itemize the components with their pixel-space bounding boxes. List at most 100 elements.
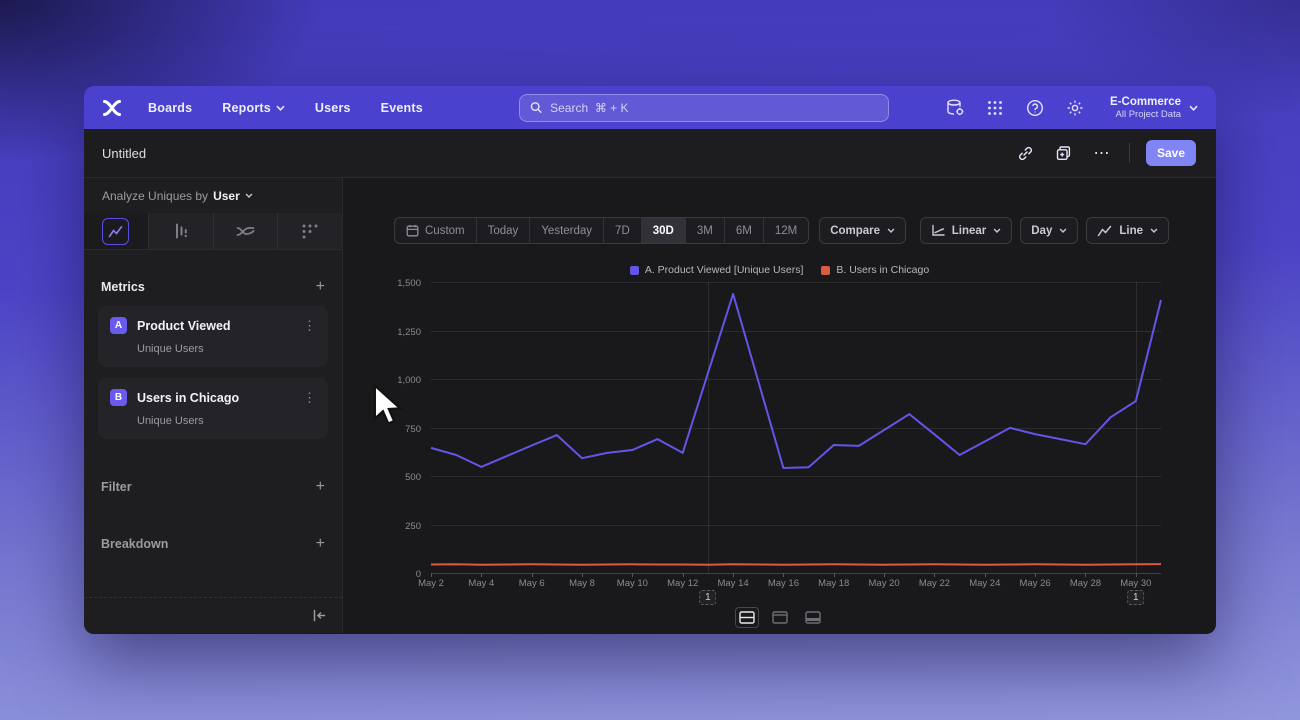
chart-type-dropdown[interactable]: Line [1086,217,1169,244]
scale-dropdown[interactable]: Linear [919,217,1013,244]
y-axis-tick-label: 1,250 [397,326,421,338]
help-icon[interactable] [1024,97,1046,119]
x-axis-tick-label: May 14 [717,578,749,589]
chart-view-icon [771,611,788,624]
metric-badge-b: B [110,389,127,406]
annotation-badge[interactable]: 1 [1127,590,1145,605]
x-axis-tick-label: May 12 [667,578,699,589]
x-axis-tick-label: May 30 [1120,578,1152,589]
tab-funnels[interactable] [148,213,214,249]
x-axis-tick [833,573,835,577]
y-axis-tick-label: 1,000 [397,375,421,386]
metric-name[interactable]: Product Viewed [137,318,231,333]
x-axis-tick-label: May 26 [1019,578,1051,589]
app-window: Boards Reports Users Events [84,86,1216,634]
linear-axis-icon [932,224,945,236]
x-axis-tick-label: May 22 [918,578,951,589]
range-custom[interactable]: Custom [395,218,477,243]
x-axis-tick-label: May 4 [468,578,495,589]
nav-item-events[interactable]: Events [380,100,423,115]
legend-item-a[interactable]: A. Product Viewed [Unique Users] [629,264,803,276]
add-metric-button[interactable]: + [315,278,325,295]
report-title[interactable]: Untitled [102,145,147,161]
metric-aggregation[interactable]: Unique Users [137,415,204,427]
tab-retention[interactable] [278,213,342,249]
x-axis-tick [1085,573,1087,577]
y-axis-tick-label: 1,500 [397,278,421,289]
nav-item-boards[interactable]: Boards [148,100,193,115]
gridline [431,330,1161,332]
y-axis-tick-label: 750 [405,423,421,435]
legend-item-b[interactable]: B. Users in Chicago [821,264,929,276]
range-3m[interactable]: 3M [686,218,725,243]
metric-aggregation[interactable]: Unique Users [137,343,204,355]
series-line[interactable] [430,293,1162,469]
chart-toolbar: Custom Today Yesterday 7D 30D 3M 6M 12M … [394,217,1169,244]
split-view-toggle[interactable] [734,607,759,628]
search-icon [530,102,542,114]
analyze-value[interactable]: User [213,188,240,203]
analyze-uniques-row[interactable]: Analyze Uniques by User [84,178,342,213]
x-axis-tick [582,573,584,577]
y-axis-tick-label: 0 [415,569,421,580]
query-builder-sidebar: Analyze Uniques by User [84,178,343,633]
x-axis-tick-label: May 20 [868,578,900,589]
collapse-sidebar-icon[interactable] [312,609,326,622]
data-management-icon[interactable] [944,97,966,119]
x-axis-tick [934,573,936,577]
kebab-menu-icon[interactable]: ⋮ [303,389,316,405]
metric-card-b[interactable]: B Users in Chicago ⋮ Unique Users [98,378,328,439]
table-view-toggle[interactable] [801,607,825,628]
filter-label: Filter [101,480,132,494]
series-line[interactable] [430,563,1162,566]
project-selector[interactable]: E-Commerce All Project Data [1110,96,1198,120]
chart-view-toggle[interactable] [768,607,792,628]
breakdown-label: Breakdown [101,537,169,551]
search-input[interactable] [550,100,878,115]
range-6m[interactable]: 6M [725,218,764,243]
metric-name[interactable]: Users in Chicago [137,390,240,405]
nav-item-reports[interactable]: Reports [222,101,285,115]
apps-grid-icon[interactable] [984,97,1006,119]
split-view-icon [738,611,755,624]
retention-dots-icon [302,224,318,239]
plot-area[interactable] [430,282,1162,574]
mixpanel-logo-icon[interactable] [102,99,122,117]
more-options-icon[interactable]: ⋯ [1093,145,1111,162]
x-axis-tick-label: May 24 [969,578,1001,589]
annotation-badge[interactable]: 1 [699,590,717,605]
save-button[interactable]: Save [1145,140,1196,166]
nav-item-users[interactable]: Users [314,100,351,115]
kebab-menu-icon[interactable]: ⋮ [303,317,316,333]
x-axis-tick-label: May 6 [518,578,545,589]
copy-link-icon[interactable] [1015,142,1037,164]
range-today[interactable]: Today [477,218,531,243]
annotation-line [707,282,709,573]
chart-canvas: Custom Today Yesterday 7D 30D 3M 6M 12M … [343,178,1216,633]
tab-flows[interactable] [213,213,279,249]
gridline [431,476,1161,477]
chevron-down-icon [993,228,1001,233]
range-7d[interactable]: 7D [604,218,642,243]
view-toggle-group [343,607,1216,628]
range-yesterday[interactable]: Yesterday [530,218,605,243]
granularity-dropdown[interactable]: Day [1020,217,1079,244]
metric-badge-a: A [110,317,127,334]
range-12m[interactable]: 12M [774,224,798,237]
metric-card-a[interactable]: A Product Viewed ⋮ Unique Users [98,306,328,367]
add-breakdown-button[interactable]: + [315,535,325,552]
sidebar-footer [84,597,342,633]
duplicate-icon[interactable] [1053,142,1075,164]
nav-menu: Boards Reports Users Events [148,101,423,115]
settings-gear-icon[interactable] [1064,97,1086,119]
tab-insights[interactable] [84,213,149,249]
search-bar[interactable] [518,93,889,122]
y-axis-tick-label: 250 [405,520,421,532]
compare-button[interactable]: Compare [819,217,907,244]
x-axis-tick-label: May 18 [818,578,850,589]
x-axis-tick-label: May 16 [767,578,799,589]
add-filter-button[interactable]: + [315,478,325,495]
range-30d[interactable]: 30D [641,218,686,243]
x-axis-tick-label: May 8 [569,578,595,589]
chevron-down-icon [245,193,253,198]
